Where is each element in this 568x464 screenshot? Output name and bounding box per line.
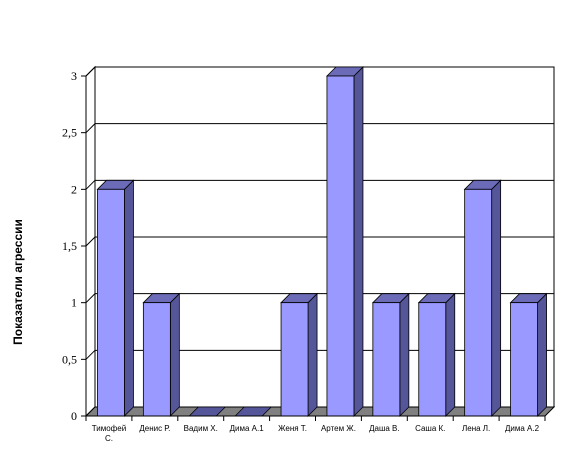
- bar-front: [326, 75, 355, 417]
- x-tick-label: Дима А.2: [505, 424, 540, 433]
- bar-side: [169, 292, 180, 417]
- bar-front: [280, 302, 309, 417]
- bar-side: [124, 179, 134, 417]
- gridline: [85, 123, 554, 134]
- y-tick-label: 0,5: [62, 352, 77, 366]
- bar-front: [464, 188, 493, 417]
- x-tick-label: Артем Ж.: [321, 424, 356, 433]
- bars: [96, 66, 548, 417]
- bar-side: [491, 179, 502, 417]
- bar: [325, 66, 364, 417]
- bar-side: [353, 66, 364, 417]
- y-tick-label: 3: [71, 69, 77, 83]
- gridline: [85, 66, 554, 77]
- bar: [96, 179, 135, 417]
- x-tick-label: Дима А.1: [230, 424, 265, 433]
- y-tick-label: 1,5: [62, 239, 77, 253]
- bar-side: [537, 292, 547, 417]
- y-tick-label: 2: [71, 182, 77, 196]
- bar-side: [445, 292, 456, 417]
- bar: [371, 292, 410, 417]
- y-tick-label: 0: [71, 409, 77, 423]
- x-tick-label: Тимофей С.: [92, 424, 126, 443]
- bar-front: [372, 302, 401, 417]
- axes: [81, 75, 546, 421]
- bar-front: [142, 302, 171, 417]
- x-tick-label: Денис Р.: [139, 424, 170, 433]
- bar-front: [418, 302, 447, 417]
- x-tick-labels: Тимофей С. Денис Р. Вадим Х. Дима А.1 Женя Т.…: [92, 424, 540, 443]
- bar: [142, 292, 181, 417]
- bar: [417, 292, 456, 417]
- bar-front: [510, 302, 538, 417]
- x-tick-label: Женя Т.: [278, 424, 307, 433]
- y-axis-label: Показатели агрессии: [11, 219, 25, 345]
- bar: [280, 292, 319, 417]
- bar-side: [307, 292, 318, 417]
- x-tick-label: Даша В.: [369, 424, 400, 433]
- x-tick-label: Лена Л.: [462, 424, 490, 433]
- y-tick-label: 1: [71, 296, 77, 310]
- x-tick-label: Вадим Х.: [184, 424, 218, 433]
- bar-front: [97, 188, 125, 417]
- bar: [509, 292, 548, 417]
- bar: [463, 179, 502, 417]
- y-tick-label: 2,5: [62, 126, 77, 140]
- gridline: [85, 236, 554, 247]
- gridline: [85, 179, 554, 190]
- bar-side: [399, 292, 410, 417]
- y-tick-labels: 0 0,5 1 1,5 2 2,5 3: [62, 69, 77, 423]
- x-tick-label: Саша К.: [415, 424, 445, 433]
